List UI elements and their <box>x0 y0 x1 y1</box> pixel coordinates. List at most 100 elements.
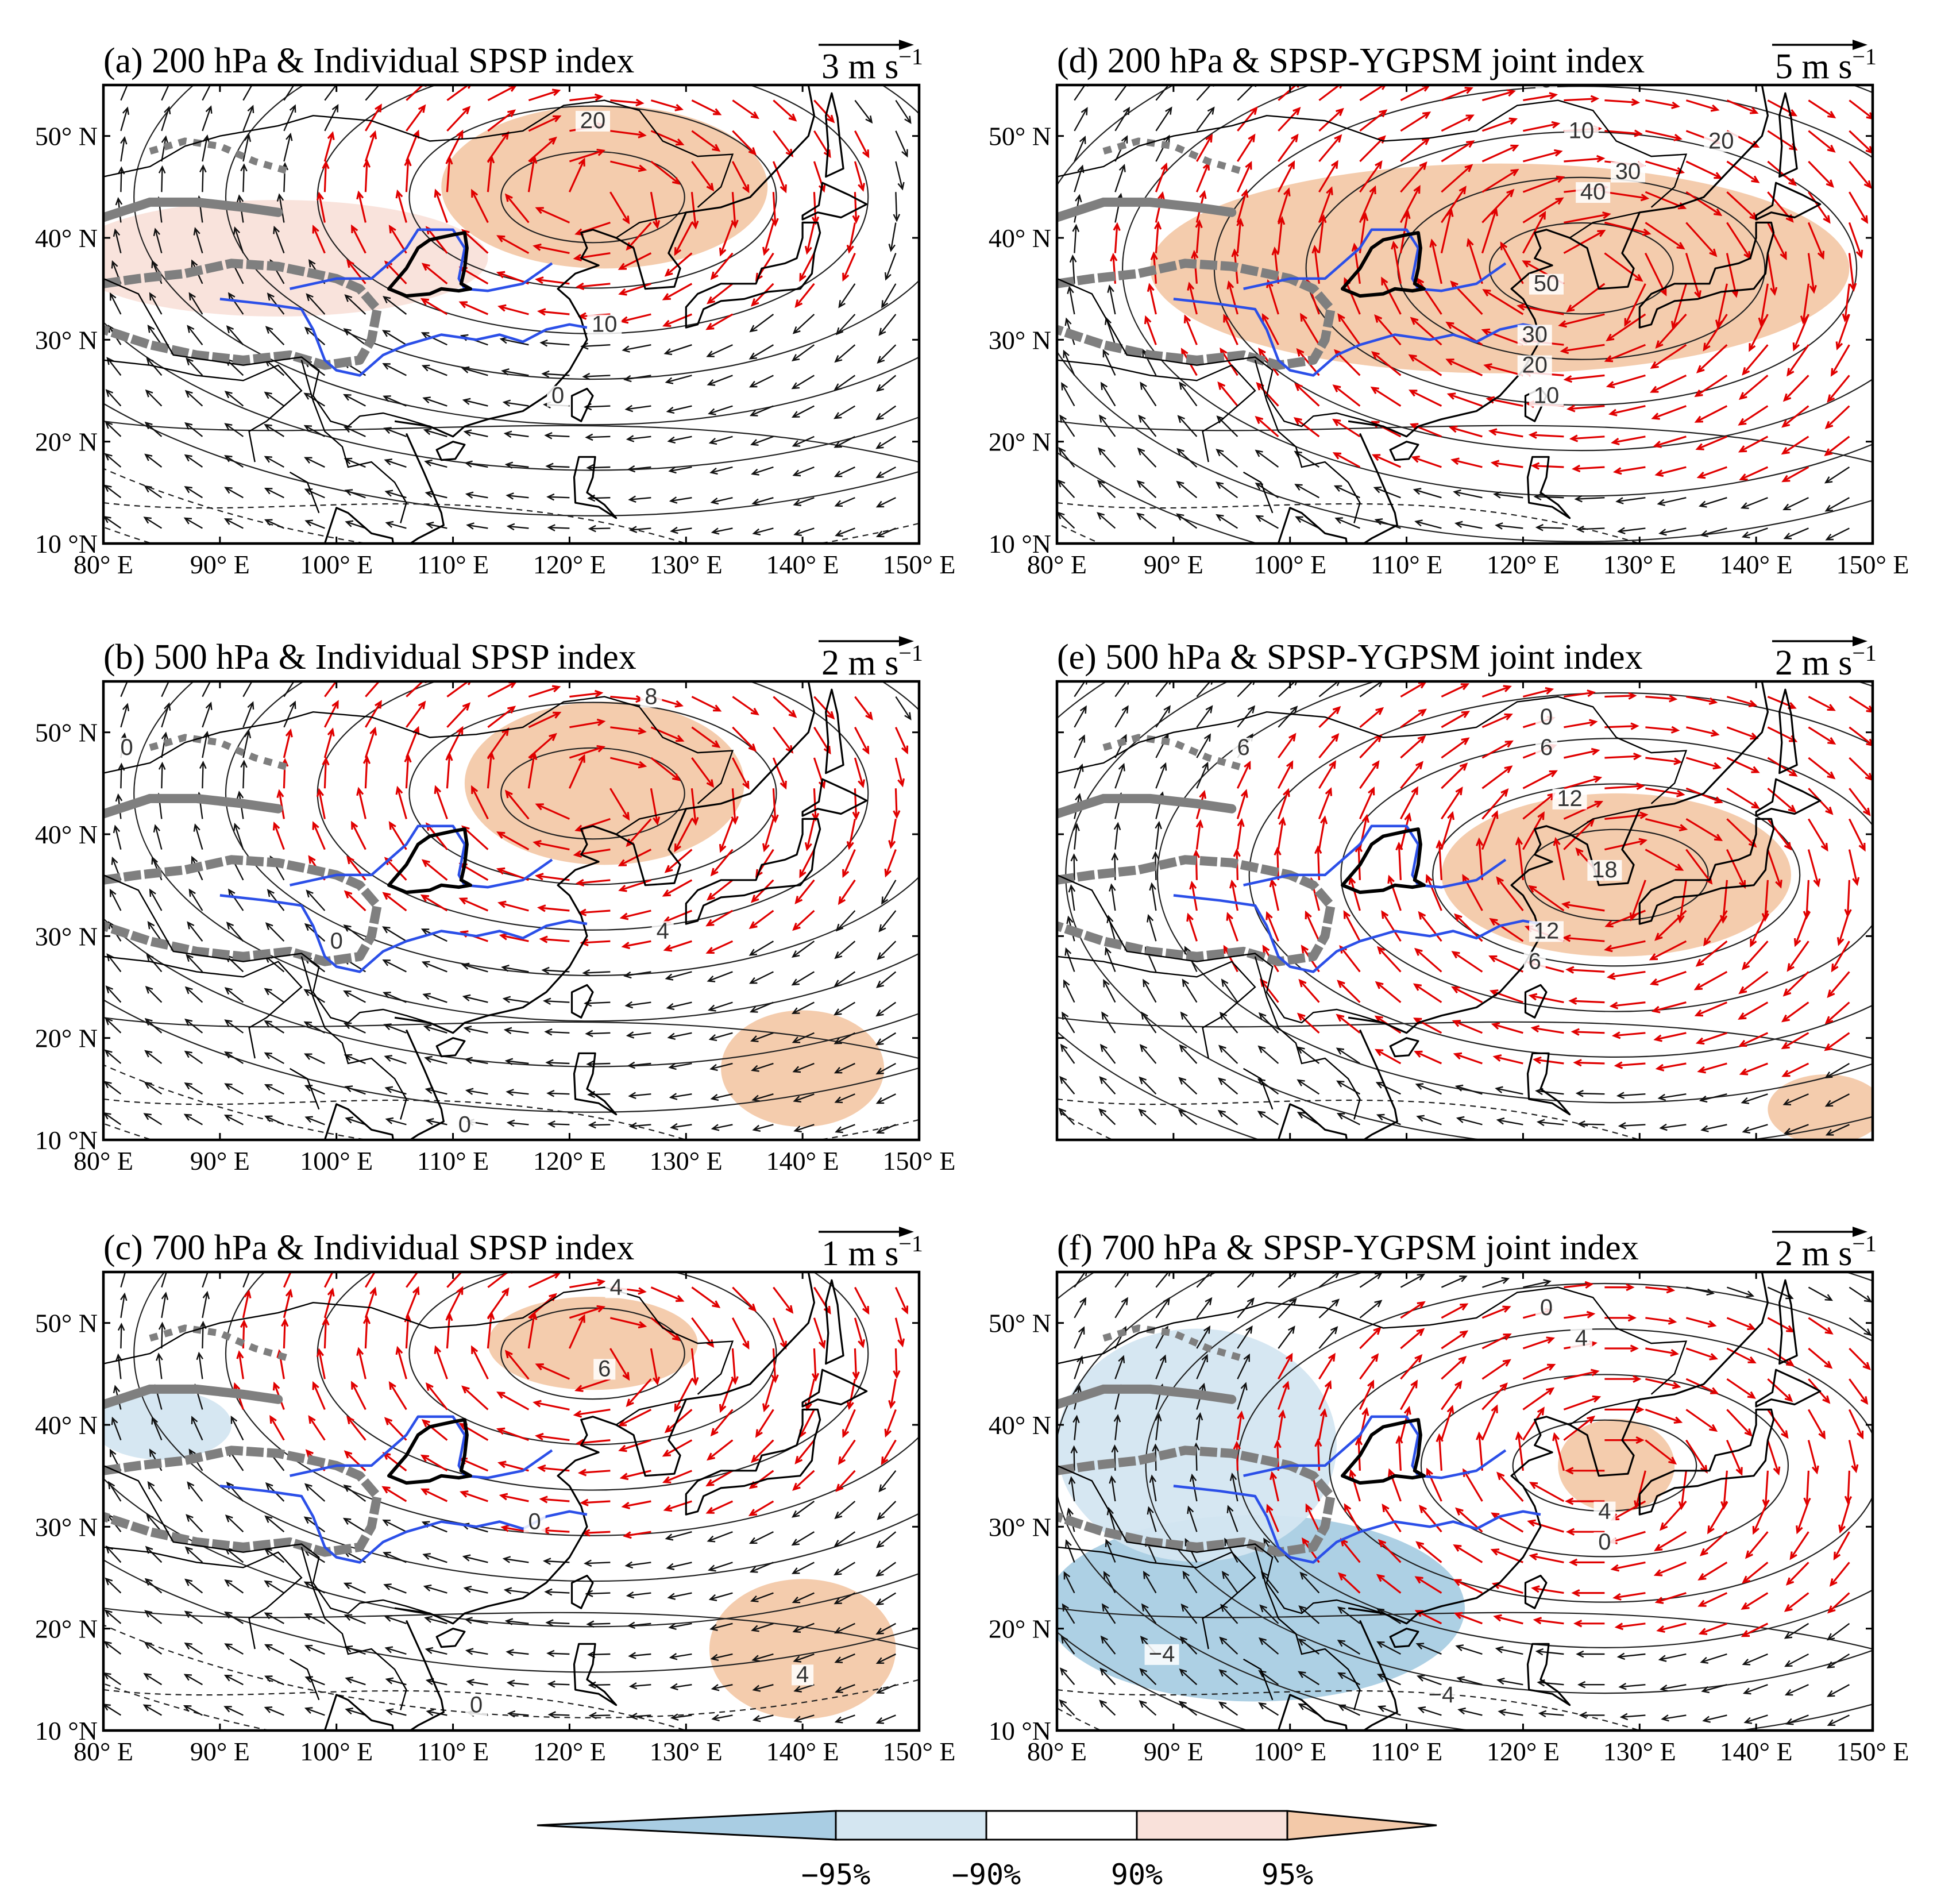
wind-vector <box>895 696 912 720</box>
significant-wind-vector <box>1838 1501 1850 1534</box>
wind-vector <box>158 165 166 192</box>
wind-vector <box>424 1616 447 1624</box>
significant-wind-vector <box>1610 1561 1646 1572</box>
wind-vector <box>233 822 244 850</box>
wind-vector <box>586 464 611 472</box>
significant-wind-vector <box>1766 253 1778 296</box>
wind-vector <box>1114 164 1126 192</box>
significant-wind-vector <box>1441 87 1473 102</box>
significant-wind-vector <box>664 1409 693 1433</box>
wind-vector <box>421 961 447 973</box>
wind-vector <box>834 1501 856 1520</box>
significant-wind-vector <box>705 313 734 330</box>
significant-wind-vector <box>346 1416 366 1441</box>
significant-wind-vector <box>323 1272 334 1288</box>
country-border <box>289 1658 320 1701</box>
significant-wind-vector <box>804 819 815 851</box>
significant-wind-vector <box>1359 109 1388 132</box>
wind-vector <box>304 457 325 468</box>
wind-vector <box>1576 1650 1605 1658</box>
significant-wind-vector <box>322 757 330 789</box>
wind-vector <box>1699 1093 1727 1103</box>
significant-wind-vector <box>1808 726 1836 745</box>
significant-wind-vector <box>1808 1317 1834 1335</box>
significant-wind-vector <box>395 785 407 819</box>
significant-wind-vector <box>1697 1592 1728 1607</box>
x-tick-label: 110° E <box>417 1146 489 1175</box>
wind-vector <box>875 497 896 508</box>
significant-wind-vector <box>1491 1512 1524 1533</box>
wind-vector <box>624 404 651 413</box>
wind-vector <box>751 1062 774 1072</box>
significant-wind-vector <box>434 1345 448 1379</box>
significant-wind-vector <box>573 1408 611 1418</box>
wind-vector <box>875 1622 896 1635</box>
significant-wind-vector <box>535 1363 570 1380</box>
wind-vector <box>1258 1012 1279 1034</box>
significant-wind-vector <box>1696 466 1727 479</box>
significant-wind-vector <box>1318 186 1333 223</box>
wind-vector <box>667 1032 692 1040</box>
significant-wind-vector <box>609 191 630 225</box>
wind-vector <box>670 1683 692 1691</box>
country-border <box>1057 1464 1384 1614</box>
significant-wind-vector <box>762 222 774 256</box>
wind-vector <box>224 1611 244 1624</box>
wind-vector <box>1400 1273 1426 1288</box>
wind-vector <box>504 1058 529 1065</box>
wind-vector <box>117 166 125 192</box>
significant-wind-vector <box>569 93 604 102</box>
wind-vector <box>1196 1297 1213 1319</box>
significant-wind-vector <box>1277 1381 1290 1410</box>
wind-vector <box>242 105 254 132</box>
significant-wind-vector <box>1375 981 1402 1003</box>
wind-vector <box>113 824 122 850</box>
significant-wind-vector <box>1766 1440 1781 1476</box>
significant-wind-vector <box>690 192 699 230</box>
wind-vector <box>1155 1413 1162 1440</box>
significant-wind-vector <box>528 136 557 163</box>
y-tick-label: 40° N <box>35 820 98 849</box>
island-outline <box>685 221 821 329</box>
wind-vector <box>547 524 570 531</box>
significant-wind-vector <box>1726 1317 1756 1331</box>
significant-wind-vector <box>1277 215 1286 253</box>
significant-wind-vector <box>1849 788 1871 816</box>
significant-wind-vector <box>1441 114 1475 132</box>
wind-vector <box>628 1092 651 1100</box>
wind-vector <box>1196 733 1211 758</box>
significant-wind-vector <box>1440 811 1454 850</box>
yangtze-river <box>1173 1485 1541 1564</box>
wind-vector <box>1074 164 1085 192</box>
significant-wind-vector <box>496 1392 530 1410</box>
wind-vector <box>184 390 203 407</box>
wind-vector <box>223 518 244 529</box>
wind-vector <box>877 941 897 961</box>
wind-vector <box>1068 1476 1076 1502</box>
wind-vector <box>143 517 163 529</box>
wind-vector <box>161 106 171 132</box>
significant-wind-vector <box>420 1454 448 1472</box>
significant-wind-vector <box>1277 160 1295 192</box>
wind-vector <box>708 1592 733 1601</box>
significant-wind-vector <box>1515 1431 1524 1471</box>
wind-vector <box>582 372 611 380</box>
wind-vector <box>709 466 733 475</box>
significant-wind-vector <box>1650 344 1687 369</box>
wind-vector <box>188 888 203 911</box>
significant-wind-vector <box>420 1488 448 1502</box>
wind-vector <box>834 1562 856 1576</box>
wind-vector <box>1147 1506 1157 1532</box>
geopotential-contour <box>408 105 777 289</box>
wind-vector <box>708 405 733 415</box>
significant-wind-vector <box>650 191 661 229</box>
wind-vector <box>1155 1297 1171 1319</box>
significant-wind-vector <box>1808 191 1831 224</box>
wind-vector <box>1298 1605 1320 1624</box>
contour-label: 0 <box>551 383 564 408</box>
wind-vector <box>1074 1326 1085 1349</box>
significant-wind-vector <box>1604 1283 1635 1292</box>
significant-wind-vector <box>732 99 759 120</box>
